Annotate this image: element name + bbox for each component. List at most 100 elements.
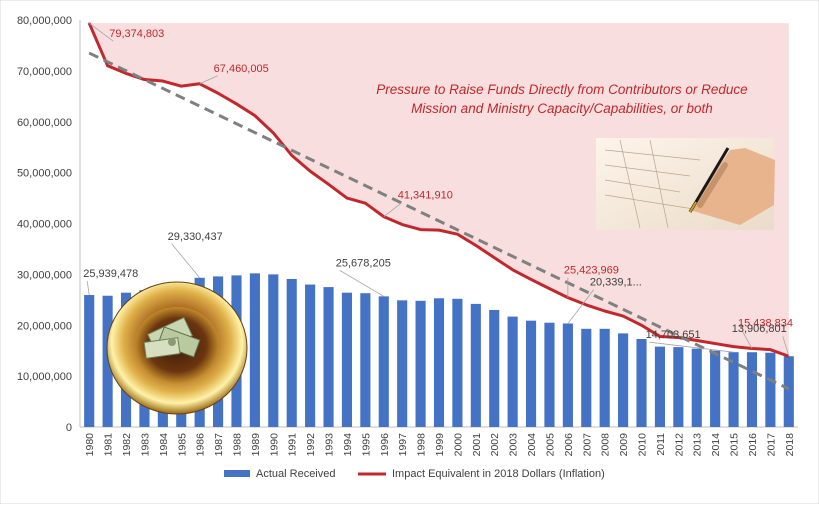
bar-actual-received <box>544 322 555 427</box>
x-tick-label: 1981 <box>103 433 115 457</box>
x-tick-label: 2017 <box>765 433 777 457</box>
data-label: 67,460,005 <box>214 63 269 75</box>
line-point <box>438 229 440 231</box>
bar-actual-received <box>341 292 353 427</box>
x-tick-label: 2016 <box>747 433 759 457</box>
line-point <box>769 348 772 351</box>
line-point <box>327 183 330 186</box>
line-point <box>309 170 311 172</box>
line-point <box>272 132 275 134</box>
x-tick-label: 1994 <box>342 433 354 457</box>
data-label: 13,906,801 <box>732 323 787 335</box>
line-point <box>346 197 348 199</box>
data-label-leader <box>567 289 595 324</box>
bar-actual-received <box>746 352 758 427</box>
line-point <box>419 228 422 231</box>
offering-plate-image <box>106 281 248 415</box>
x-tick-label: 2015 <box>729 433 741 457</box>
y-tick-label: 0 <box>66 422 72 434</box>
x-tick-label: 1993 <box>324 433 336 457</box>
bar-actual-received <box>636 338 647 427</box>
x-tick-label: 1997 <box>397 433 409 457</box>
line-point <box>290 154 293 157</box>
data-label-leader <box>782 336 790 357</box>
bar-actual-received <box>562 323 573 427</box>
x-tick-label: 2001 <box>471 433 483 457</box>
y-tick-label: 80,000,000 <box>17 15 72 27</box>
trendline <box>88 51 790 391</box>
x-tick-label: 1980 <box>84 433 96 457</box>
annotation-line: Pressure to Raise Funds Directly from Co… <box>376 82 747 97</box>
legend-swatch-bar <box>224 470 250 477</box>
line-point <box>732 345 735 348</box>
data-label-leader <box>741 330 753 349</box>
line-point <box>125 72 127 75</box>
x-tick-label: 2012 <box>673 433 685 457</box>
data-label: 79,374,803 <box>109 28 164 40</box>
x-tick-label: 2013 <box>692 433 704 457</box>
data-label-leader <box>171 243 200 279</box>
data-label-leader <box>339 270 384 297</box>
line-point <box>695 339 698 342</box>
data-label-leader <box>199 75 218 85</box>
data-label: 15,438,834 <box>738 317 793 329</box>
x-tick-label: 1991 <box>287 433 299 457</box>
data-label-leader <box>383 202 403 217</box>
bar-actual-received <box>691 348 702 427</box>
line-point <box>143 78 146 81</box>
x-tick-label: 2011 <box>655 433 667 456</box>
data-label: 25,939,478 <box>83 268 138 280</box>
x-tick-label: 1990 <box>268 433 280 457</box>
line-point <box>585 304 588 306</box>
bar-actual-received <box>84 295 95 427</box>
bar-actual-received <box>102 295 113 427</box>
shaded-pressure-region <box>89 23 789 357</box>
x-tick-label: 1989 <box>250 433 262 457</box>
data-label: 14,703,651 <box>646 329 701 341</box>
bar-actual-received <box>507 316 518 427</box>
line-point <box>622 315 624 317</box>
line-point <box>217 92 219 95</box>
y-tick-label: 50,000,000 <box>17 168 72 180</box>
x-tick-label: 2003 <box>508 433 520 457</box>
line-point <box>530 278 532 281</box>
data-label-leader <box>88 22 114 42</box>
x-tick-label: 1996 <box>379 433 391 457</box>
bar-actual-received <box>470 303 481 427</box>
bar-actual-received <box>581 328 592 427</box>
bar-actual-received <box>415 300 426 427</box>
bar-actual-received <box>489 309 500 427</box>
x-tick-label: 2006 <box>563 433 575 457</box>
x-tick-label: 1998 <box>416 433 428 457</box>
x-tick-label: 1982 <box>121 433 133 457</box>
data-label: 41,341,910 <box>398 190 453 202</box>
bar-actual-received <box>765 352 776 427</box>
bar-actual-received <box>305 284 316 427</box>
line-point <box>475 244 477 247</box>
x-tick-label: 1988 <box>231 433 243 457</box>
signing-check-image <box>596 138 775 230</box>
line-point <box>401 223 403 226</box>
line-point <box>162 80 164 82</box>
data-label: 25,678,205 <box>336 257 391 269</box>
y-tick-label: 30,000,000 <box>17 269 72 281</box>
x-tick-label: 1986 <box>195 433 207 457</box>
bar-actual-received <box>433 298 445 427</box>
x-tick-label: 2000 <box>452 433 464 457</box>
line-point <box>456 233 459 235</box>
data-label-leader <box>649 341 734 353</box>
x-tick-label: 2007 <box>581 433 593 457</box>
bar-actual-received <box>249 273 260 427</box>
bar-actual-received <box>268 274 279 427</box>
x-tick-label: 1987 <box>213 433 225 457</box>
line-point <box>254 114 256 117</box>
y-tick-label: 20,000,000 <box>17 320 72 332</box>
x-tick-label: 2008 <box>600 433 612 457</box>
y-tick-label: 10,000,000 <box>17 371 72 383</box>
bar-actual-received <box>378 296 389 427</box>
x-tick-label: 2009 <box>618 433 630 457</box>
x-tick-label: 2014 <box>710 433 722 457</box>
bar-actual-received <box>525 320 537 427</box>
